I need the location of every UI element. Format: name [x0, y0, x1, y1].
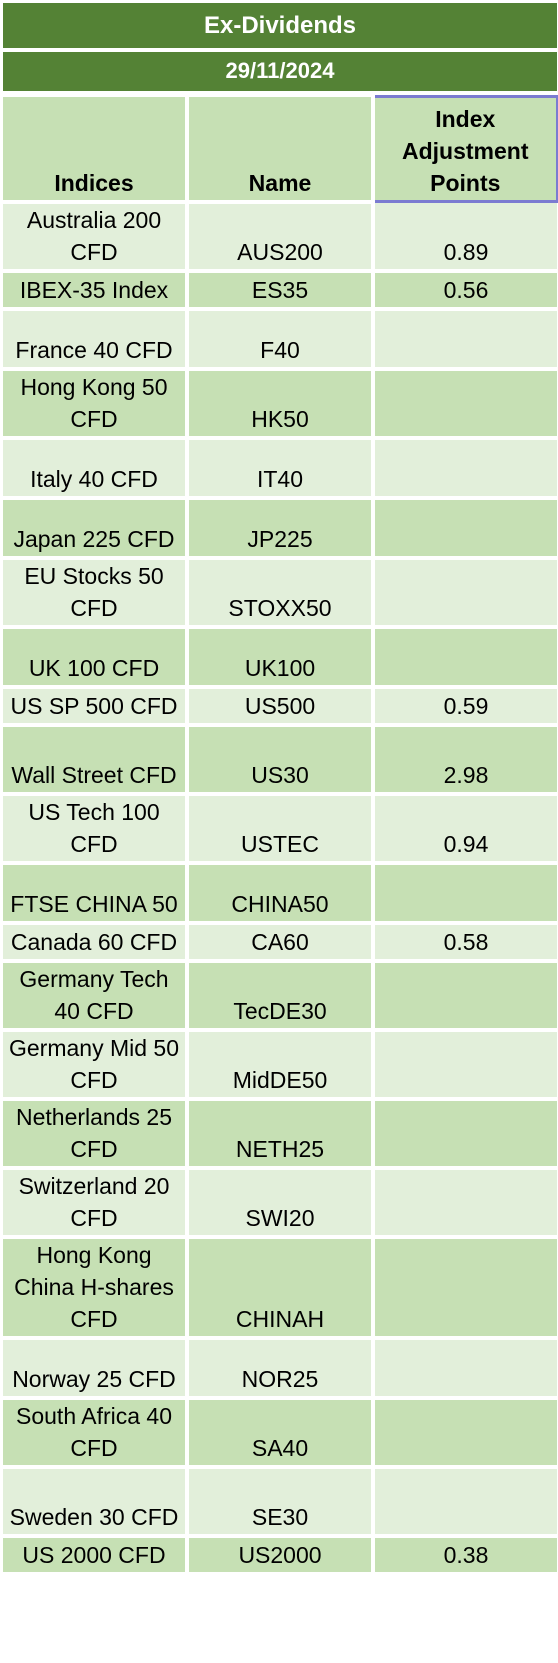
ex-dividends-sheet: Ex-Dividends 29/11/2024 Indices Name Ind…: [3, 3, 558, 1576]
cell-adjustment-points[interactable]: [373, 1337, 557, 1400]
cell-adjustment-points[interactable]: 0.38: [373, 1535, 557, 1576]
table-row: IBEX-35 Index ES35 0.56: [3, 270, 557, 311]
cell-index[interactable]: Switzerland 20 CFD: [3, 1167, 189, 1239]
cell-index[interactable]: Italy 40 CFD: [3, 437, 189, 500]
table-row: Hong Kong 50 CFD HK50: [3, 368, 557, 440]
cell-index[interactable]: Hong Kong 50 CFD: [3, 368, 189, 440]
table-row: US SP 500 CFD US500 0.59: [3, 686, 557, 727]
cell-adjustment-points[interactable]: [373, 497, 557, 560]
table-row: France 40 CFD F40: [3, 308, 557, 371]
cell-adjustment-points[interactable]: [373, 1466, 557, 1538]
sheet-title: Ex-Dividends: [3, 3, 557, 52]
cell-index[interactable]: Sweden 30 CFD: [3, 1466, 189, 1538]
cell-adjustment-points[interactable]: [373, 1098, 557, 1170]
cell-name[interactable]: JP225: [187, 497, 375, 560]
cell-adjustment-points[interactable]: [373, 626, 557, 689]
header-indices[interactable]: Indices: [3, 96, 189, 204]
cell-name[interactable]: SA40: [187, 1397, 375, 1469]
cell-adjustment-points[interactable]: [373, 437, 557, 500]
header-row: Indices Name Index Adjustment Points: [3, 95, 558, 204]
header-adjustment-points[interactable]: Index Adjustment Points: [371, 95, 558, 203]
table-body: Australia 200 CFD AUS200 0.89 IBEX-35 Index…: [3, 201, 557, 1576]
cell-name[interactable]: US500: [187, 686, 375, 727]
table-row: Sweden 30 CFD SE30: [3, 1466, 557, 1538]
cell-index[interactable]: US 2000 CFD: [3, 1535, 189, 1576]
cell-adjustment-points[interactable]: 2.98: [373, 724, 557, 796]
cell-name[interactable]: NETH25: [187, 1098, 375, 1170]
table-row: Hong Kong China H-shares CFD CHINAH: [3, 1236, 557, 1340]
cell-adjustment-points[interactable]: [373, 308, 557, 371]
table-row: Switzerland 20 CFD SWI20: [3, 1167, 557, 1239]
table-row: Norway 25 CFD NOR25: [3, 1337, 557, 1400]
cell-adjustment-points[interactable]: [373, 1167, 557, 1239]
cell-index[interactable]: UK 100 CFD: [3, 626, 189, 689]
cell-adjustment-points[interactable]: 0.56: [373, 270, 557, 311]
cell-name[interactable]: AUS200: [187, 201, 375, 273]
cell-adjustment-points[interactable]: [373, 368, 557, 440]
cell-index[interactable]: South Africa 40 CFD: [3, 1397, 189, 1469]
table-row: Germany Tech 40 CFD TecDE30: [3, 960, 557, 1032]
table-row: Canada 60 CFD CA60 0.58: [3, 922, 557, 963]
cell-adjustment-points[interactable]: [373, 862, 557, 925]
cell-adjustment-points[interactable]: 0.94: [373, 793, 557, 865]
cell-adjustment-points[interactable]: [373, 1029, 557, 1101]
cell-index[interactable]: Germany Mid 50 CFD: [3, 1029, 189, 1101]
cell-index[interactable]: IBEX-35 Index: [3, 270, 189, 311]
sheet-date: 29/11/2024: [3, 52, 557, 95]
cell-index[interactable]: Canada 60 CFD: [3, 922, 189, 963]
table-row: Germany Mid 50 CFD MidDE50: [3, 1029, 557, 1101]
cell-name[interactable]: USTEC: [187, 793, 375, 865]
cell-adjustment-points[interactable]: [373, 960, 557, 1032]
table-row: US 2000 CFD US2000 0.38: [3, 1535, 557, 1576]
cell-adjustment-points[interactable]: 0.89: [373, 201, 557, 273]
cell-index[interactable]: Hong Kong China H-shares CFD: [3, 1236, 189, 1340]
cell-adjustment-points[interactable]: [373, 1236, 557, 1340]
table-row: EU Stocks 50 CFD STOXX50: [3, 557, 557, 629]
cell-index[interactable]: Wall Street CFD: [3, 724, 189, 796]
table-row: Netherlands 25 CFD NETH25: [3, 1098, 557, 1170]
cell-name[interactable]: IT40: [187, 437, 375, 500]
cell-name[interactable]: CHINA50: [187, 862, 375, 925]
cell-name[interactable]: SWI20: [187, 1167, 375, 1239]
cell-adjustment-points[interactable]: [373, 557, 557, 629]
cell-index[interactable]: US Tech 100 CFD: [3, 793, 189, 865]
cell-name[interactable]: CHINAH: [187, 1236, 375, 1340]
cell-adjustment-points[interactable]: [373, 1397, 557, 1469]
table-row: South Africa 40 CFD SA40: [3, 1397, 557, 1469]
cell-adjustment-points[interactable]: 0.58: [373, 922, 557, 963]
cell-index[interactable]: FTSE CHINA 50: [3, 862, 189, 925]
cell-name[interactable]: STOXX50: [187, 557, 375, 629]
header-name[interactable]: Name: [187, 96, 375, 204]
cell-name[interactable]: CA60: [187, 922, 375, 963]
cell-name[interactable]: UK100: [187, 626, 375, 689]
cell-name[interactable]: NOR25: [187, 1337, 375, 1400]
dividends-table: Indices Name Index Adjustment Points Aus…: [3, 95, 558, 1576]
table-row: US Tech 100 CFD USTEC 0.94: [3, 793, 557, 865]
cell-index[interactable]: Germany Tech 40 CFD: [3, 960, 189, 1032]
cell-index[interactable]: EU Stocks 50 CFD: [3, 557, 189, 629]
cell-name[interactable]: TecDE30: [187, 960, 375, 1032]
cell-index[interactable]: US SP 500 CFD: [3, 686, 189, 727]
cell-index[interactable]: Netherlands 25 CFD: [3, 1098, 189, 1170]
table-row: UK 100 CFD UK100: [3, 626, 557, 689]
cell-name[interactable]: SE30: [187, 1466, 375, 1538]
table-row: Italy 40 CFD IT40: [3, 437, 557, 500]
cell-index[interactable]: Japan 225 CFD: [3, 497, 189, 560]
cell-index[interactable]: France 40 CFD: [3, 308, 189, 371]
cell-name[interactable]: US30: [187, 724, 375, 796]
cell-name[interactable]: MidDE50: [187, 1029, 375, 1101]
table-row: FTSE CHINA 50 CHINA50: [3, 862, 557, 925]
cell-name[interactable]: HK50: [187, 368, 375, 440]
cell-index[interactable]: Australia 200 CFD: [3, 201, 189, 273]
table-row: Australia 200 CFD AUS200 0.89: [3, 201, 557, 273]
cell-index[interactable]: Norway 25 CFD: [3, 1337, 189, 1400]
cell-name[interactable]: ES35: [187, 270, 375, 311]
cell-name[interactable]: US2000: [187, 1535, 375, 1576]
table-row: Japan 225 CFD JP225: [3, 497, 557, 560]
cell-adjustment-points[interactable]: 0.59: [373, 686, 557, 727]
cell-name[interactable]: F40: [187, 308, 375, 371]
table-row: Wall Street CFD US30 2.98: [3, 724, 557, 796]
